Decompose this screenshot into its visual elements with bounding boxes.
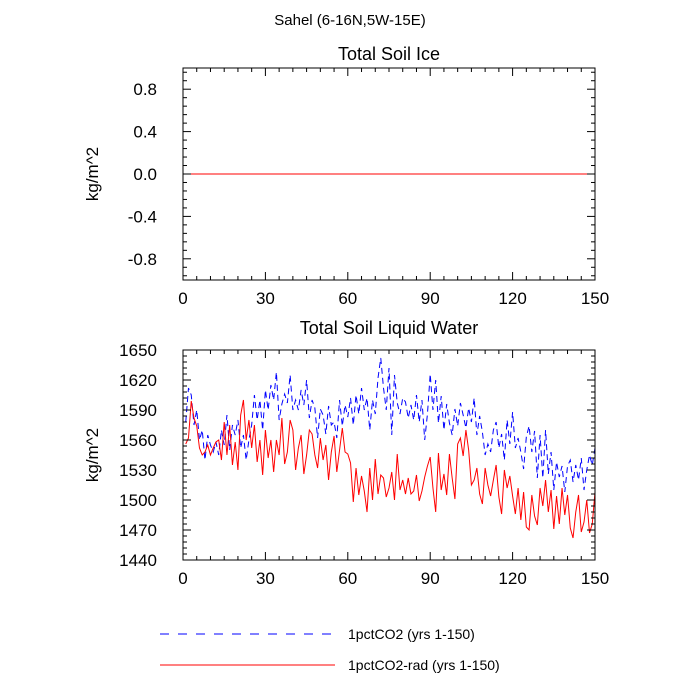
- legend-label-1: 1pctCO2-rad (yrs 1-150): [348, 657, 500, 673]
- x-tick-label: 0: [178, 569, 187, 588]
- x-tick-label: 150: [581, 569, 609, 588]
- y-tick-label: 1440: [119, 551, 157, 570]
- x-tick-label: 30: [256, 569, 275, 588]
- x-tick-label: 120: [498, 569, 526, 588]
- x-tick-label: 60: [338, 289, 357, 308]
- panel-total-soil-ice: Total Soil Ice kg/m^2 0 30 60 90 120 150 -0.8 -0.…: [83, 44, 609, 308]
- y-axis-label: kg/m^2: [83, 147, 102, 201]
- y-tick-label: 1650: [119, 341, 157, 360]
- y-tick-label: 0.4: [133, 123, 157, 142]
- y-tick-label: 1470: [119, 521, 157, 540]
- series-line-0: [185, 357, 595, 493]
- panel-title: Total Soil Ice: [338, 44, 440, 64]
- figure-title: Sahel (6-16N,5W-15E): [274, 12, 425, 29]
- x-tick-label: 90: [421, 569, 440, 588]
- panel-title: Total Soil Liquid Water: [300, 318, 478, 338]
- series-group: [185, 357, 595, 539]
- y-tick-label: 0.0: [133, 165, 157, 184]
- x-tick-label: 120: [498, 289, 526, 308]
- panel-total-soil-liquid-water: Total Soil Liquid Water kg/m^2 0 30 60 90 120 1…: [83, 318, 609, 588]
- y-axis-label: kg/m^2: [83, 428, 102, 482]
- x-tick-label: 150: [581, 289, 609, 308]
- y-tick-label: 1620: [119, 371, 157, 390]
- y-tick-label: 1530: [119, 461, 157, 480]
- y-tick-label: 0.8: [133, 80, 157, 99]
- y-tick-label: 1590: [119, 401, 157, 420]
- x-tick-label: 90: [421, 289, 440, 308]
- y-tick-label: 1500: [119, 491, 157, 510]
- y-tick-label: 1560: [119, 431, 157, 450]
- legend: 1pctCO2 (yrs 1-150) 1pctCO2-rad (yrs 1-15…: [160, 626, 500, 673]
- y-tick-label: -0.8: [128, 250, 157, 269]
- series-line-1: [185, 399, 595, 539]
- plot-frame: [182, 349, 596, 561]
- x-tick-label: 30: [256, 289, 275, 308]
- x-tick-label: 60: [338, 569, 357, 588]
- x-tick-label: 0: [178, 289, 187, 308]
- legend-label-0: 1pctCO2 (yrs 1-150): [348, 626, 475, 642]
- y-tick-label: -0.4: [128, 207, 157, 226]
